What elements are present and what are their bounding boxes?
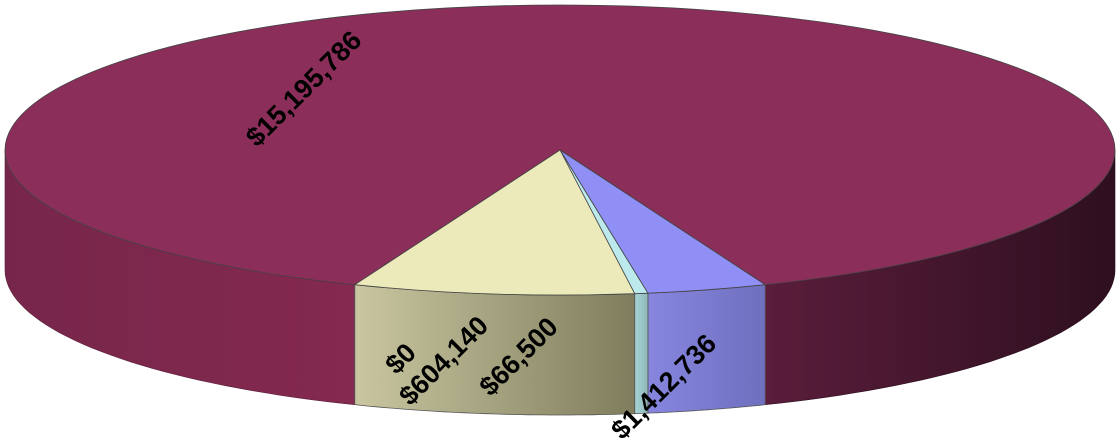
slice-top-1412736 (353, 149, 636, 296)
pie-side-walls (4, 149, 1116, 416)
pie-top-faces (4, 4, 1116, 296)
slice-top-15195786 (4, 4, 1116, 286)
